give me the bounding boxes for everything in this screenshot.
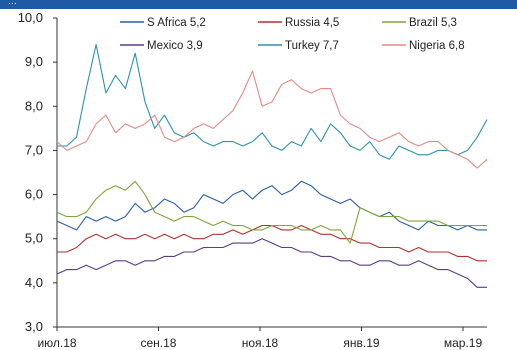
legend-label: Turkey 7,7 — [285, 40, 339, 52]
y-tick-labels: 10,0 9,0 8,0 7,0 6,0 5,0 4,0 3,0 — [18, 10, 57, 334]
x-tick-labels: июл.18 сен.18 ноя.18 янв.19 мар.19 — [37, 327, 482, 350]
banner-text: … — [8, 0, 17, 6]
y-tick-label: 4,0 — [25, 275, 43, 290]
series-lines — [56, 43, 488, 288]
x-tick-label: июл.18 — [37, 336, 76, 350]
x-tick-label: янв.19 — [343, 336, 380, 350]
legend: S Africa 5,2 Russia 4,5 Brazil 5,3 Mexico 3… — [120, 17, 465, 52]
series-line-nigeria — [56, 70, 488, 169]
y-tick-label: 5,0 — [25, 231, 43, 246]
legend-label: Brazil 5,3 — [409, 17, 457, 29]
series-line-mexico — [56, 238, 487, 288]
legend-label: S Africa 5,2 — [147, 17, 206, 29]
y-tick-label: 8,0 — [25, 98, 43, 113]
legend-label: Nigeria 6,8 — [409, 40, 465, 52]
chart-axes — [56, 18, 487, 328]
y-tick-label: 6,0 — [25, 187, 43, 202]
header-banner: … — [0, 0, 517, 9]
legend-label: Russia 4,5 — [285, 17, 339, 29]
x-tick-label: мар.19 — [444, 336, 483, 350]
x-tick-label: сен.18 — [141, 336, 177, 350]
x-tick-label: ноя.18 — [242, 336, 279, 350]
y-tick-label: 7,0 — [25, 142, 43, 157]
y-tick-label: 10,0 — [18, 10, 43, 25]
legend-label: Mexico 3,9 — [147, 40, 203, 52]
series-line-s-africa — [56, 180, 487, 231]
series-line-turkey — [57, 43, 488, 160]
series-line-brazil — [56, 180, 487, 244]
y-tick-label: 9,0 — [25, 54, 43, 69]
y-tick-label: 3,0 — [25, 319, 43, 334]
